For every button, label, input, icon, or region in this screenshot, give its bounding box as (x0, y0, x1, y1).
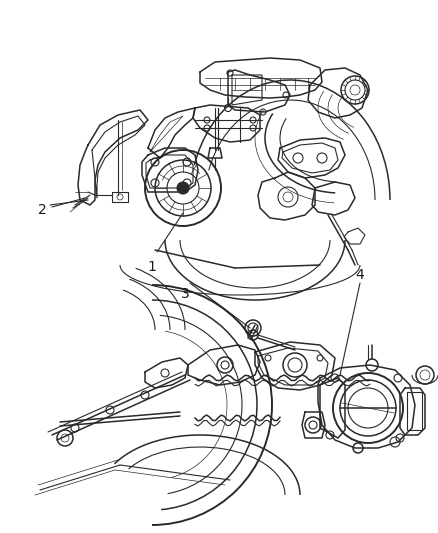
Text: 1: 1 (147, 260, 156, 274)
Text: 4: 4 (355, 268, 364, 282)
Text: 3: 3 (180, 287, 189, 301)
Circle shape (177, 182, 189, 194)
Text: 2: 2 (38, 203, 46, 217)
